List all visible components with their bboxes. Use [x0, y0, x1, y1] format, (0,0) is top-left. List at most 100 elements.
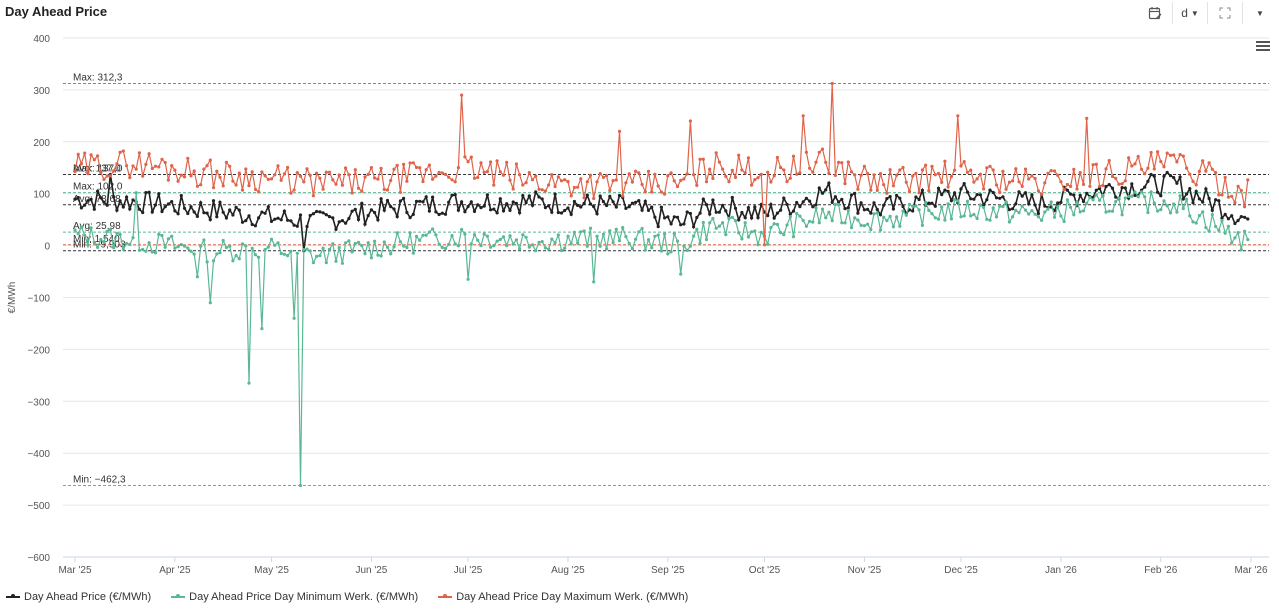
data-point-min — [144, 249, 148, 253]
data-point-min — [382, 240, 386, 244]
data-point-min — [1020, 204, 1024, 208]
interval-dropdown[interactable]: d ▼ — [1172, 2, 1207, 24]
data-point-max — [147, 152, 151, 156]
data-point-max — [779, 165, 783, 170]
data-point-price — [601, 200, 606, 204]
hamburger-menu-icon[interactable] — [1256, 41, 1270, 52]
data-point-price — [389, 205, 393, 209]
data-point-min — [769, 226, 773, 230]
data-point-price — [211, 199, 216, 203]
legend-item-min[interactable]: Day Ahead Price Day Minimum Werk. (€/MWh… — [171, 591, 418, 603]
x-tick-label: Jul '25 — [454, 565, 483, 576]
data-point-min — [501, 235, 506, 239]
more-options-caret-icon[interactable]: ▼ — [1242, 2, 1277, 24]
data-point-max — [240, 188, 245, 192]
data-point-max — [128, 176, 132, 180]
data-point-min — [456, 244, 460, 248]
data-point-price — [688, 211, 693, 216]
legend-item-price[interactable]: Day Ahead Price (€/MWh) — [6, 591, 151, 603]
data-point-min — [994, 215, 999, 219]
data-point-max — [1185, 166, 1189, 170]
data-point-min — [775, 222, 780, 226]
data-point-min — [295, 251, 299, 255]
expand-icon[interactable] — [1207, 2, 1242, 24]
data-point-min — [956, 199, 960, 203]
data-point-price — [663, 216, 667, 220]
data-point-min — [1081, 209, 1086, 213]
data-point-price — [743, 216, 747, 220]
data-point-price — [866, 207, 870, 211]
legend-item-max[interactable]: Day Ahead Price Day Maximum Werk. (€/MWh… — [438, 591, 688, 603]
data-point-min — [1194, 221, 1198, 225]
data-point-price — [740, 210, 744, 215]
data-point-max — [1072, 167, 1076, 171]
data-point-max — [202, 167, 206, 171]
data-point-min — [1072, 213, 1076, 217]
data-point-max — [234, 183, 238, 187]
data-point-min — [1246, 238, 1250, 242]
data-point-price — [582, 201, 586, 205]
data-point-max — [733, 175, 738, 179]
data-point-min — [750, 230, 754, 234]
data-point-min — [1156, 209, 1160, 213]
data-point-min — [431, 227, 435, 231]
data-point-min — [205, 260, 209, 264]
data-point-price — [556, 210, 560, 215]
data-point-max — [347, 173, 351, 177]
data-point-min — [1220, 218, 1224, 223]
data-point-min — [1036, 215, 1040, 219]
data-point-min — [788, 215, 792, 219]
data-point-min — [1226, 224, 1230, 228]
data-point-min — [885, 219, 889, 223]
data-point-price — [176, 212, 180, 216]
data-point-price — [872, 201, 876, 205]
data-point-min — [988, 218, 992, 222]
data-point-max — [563, 178, 567, 182]
data-point-min — [389, 252, 393, 256]
data-point-max — [1143, 172, 1147, 176]
data-point-min — [108, 228, 112, 232]
data-point-min — [717, 224, 722, 228]
data-point-max — [875, 188, 879, 192]
data-point-min — [756, 243, 760, 247]
data-point-price — [1027, 202, 1031, 206]
data-point-min — [965, 199, 970, 203]
data-point-max — [176, 179, 180, 183]
data-point-price — [179, 194, 183, 198]
data-point-max — [949, 175, 954, 179]
data-point-min — [524, 235, 528, 239]
data-point-min — [878, 228, 883, 232]
data-point-min — [331, 242, 335, 246]
data-point-price — [366, 214, 370, 218]
data-point-min — [656, 233, 660, 237]
data-point-price — [186, 211, 190, 216]
data-point-min — [646, 238, 651, 242]
data-point-min — [379, 254, 383, 258]
data-point-price — [756, 216, 760, 220]
data-point-min — [592, 280, 596, 284]
data-point-max — [837, 160, 841, 164]
calendar-edit-icon[interactable] — [1138, 2, 1172, 24]
x-tick-label: Nov '25 — [848, 565, 882, 576]
data-point-max — [192, 169, 196, 173]
data-point-min — [617, 239, 622, 243]
data-point-price — [1120, 186, 1124, 190]
data-point-max — [1036, 189, 1040, 193]
data-point-price — [1165, 170, 1169, 175]
data-point-min — [550, 237, 554, 241]
data-point-min — [814, 206, 818, 210]
chart-area: 400 300 200 100 0 −100 −200 −300 −400 −500 −600 €/M… — [7, 34, 1269, 576]
data-point-max — [382, 187, 386, 192]
data-point-max — [849, 170, 854, 174]
data-point-min — [344, 241, 348, 245]
data-point-price — [182, 206, 187, 210]
data-point-price — [592, 205, 596, 209]
data-point-max — [250, 170, 254, 174]
data-point-price — [153, 203, 158, 207]
data-point-min — [221, 238, 225, 243]
y-axis-title: €/MWh — [7, 282, 18, 314]
data-point-price — [147, 190, 151, 194]
data-point-price — [1201, 200, 1205, 204]
data-point-max — [421, 179, 425, 184]
data-point-max — [988, 164, 992, 168]
